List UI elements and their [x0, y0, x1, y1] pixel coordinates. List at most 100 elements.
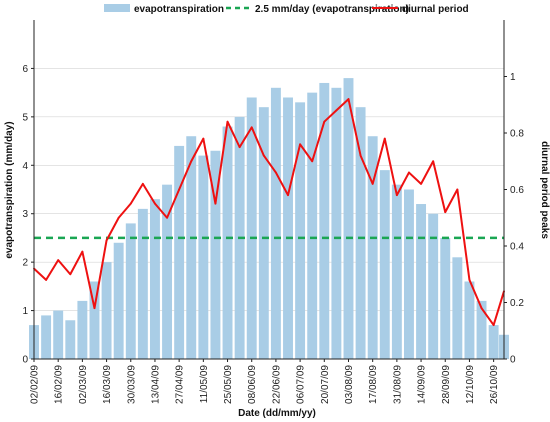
- bar: [101, 262, 112, 359]
- x-tick-label: 12/10/09: [465, 365, 476, 404]
- bar: [476, 300, 487, 359]
- x-tick-label: 26/10/09: [489, 365, 500, 404]
- bar: [428, 213, 439, 359]
- y-left-tick-label: 1: [22, 306, 28, 317]
- series-point: [432, 160, 435, 163]
- grid-layer: [34, 68, 504, 311]
- x-tick-label: 20/07/09: [320, 365, 331, 404]
- bar: [89, 281, 100, 359]
- bar: [404, 189, 414, 359]
- series-point: [105, 239, 108, 242]
- series-point: [383, 137, 386, 140]
- x-tick-label: 02/03/09: [78, 365, 89, 404]
- y-left-tick-label: 5: [22, 112, 28, 123]
- series-point: [262, 154, 265, 157]
- x-tick-label: 02/02/09: [30, 365, 41, 404]
- series-point: [287, 194, 289, 197]
- series-point: [420, 182, 422, 185]
- bar: [174, 145, 185, 359]
- bar: [246, 97, 257, 360]
- series-line: [33, 98, 505, 327]
- legend-swatch-evapotranspiration: [104, 4, 130, 12]
- bar: [137, 208, 148, 359]
- line-layer: [33, 98, 505, 327]
- x-tick-label: 16/02/09: [54, 365, 65, 404]
- x-tick-label: 17/08/09: [368, 365, 379, 404]
- series-point: [275, 171, 277, 174]
- series-point: [178, 188, 181, 191]
- series-point: [492, 324, 495, 326]
- series-point: [57, 259, 60, 262]
- x-tick-label: 03/08/09: [344, 365, 355, 404]
- bar: [53, 310, 64, 359]
- series-point: [81, 250, 84, 253]
- bar: [416, 204, 427, 359]
- series-point: [226, 120, 229, 123]
- legend-label-diurnal-period: diurnal period: [402, 4, 469, 15]
- y-axis-right-title: diurnal period peaks: [539, 141, 550, 239]
- y-right-tick-label: 0: [510, 355, 516, 366]
- x-tick-label: 06/07/09: [296, 365, 307, 404]
- y-left-tick-label: 6: [22, 64, 28, 75]
- x-tick-label: 31/08/09: [392, 365, 403, 404]
- bar: [464, 281, 475, 359]
- bar: [331, 87, 342, 360]
- y-axis-left-title: evapotranspiration (mm/day): [4, 121, 15, 258]
- y-right-tick-label: 0.6: [510, 185, 524, 196]
- y-left-tick-label: 3: [22, 209, 28, 220]
- series-point: [166, 216, 168, 219]
- bar: [162, 184, 173, 359]
- bar: [307, 92, 318, 359]
- bar: [440, 237, 451, 359]
- series-point: [238, 146, 241, 149]
- x-tick-label: 11/05/09: [199, 365, 210, 404]
- series-point: [299, 143, 301, 146]
- bar: [77, 300, 88, 359]
- x-tick-label: 30/03/09: [126, 365, 137, 404]
- series-point: [190, 160, 193, 163]
- bar: [113, 242, 124, 359]
- bar: [391, 184, 402, 359]
- series-point: [323, 120, 326, 123]
- bar: [367, 136, 378, 359]
- bar: [210, 150, 221, 359]
- bar: [186, 136, 197, 359]
- bar: [319, 82, 330, 360]
- bar: [488, 325, 499, 359]
- bar: [343, 78, 354, 360]
- x-tick-label: 25/05/09: [223, 365, 234, 404]
- bar: [295, 102, 306, 359]
- series-point: [69, 273, 72, 276]
- bar: [198, 155, 209, 359]
- y-left-tick-label: 0: [22, 355, 28, 366]
- series-point: [214, 202, 217, 205]
- series-point: [45, 279, 47, 281]
- bar: [150, 199, 160, 359]
- x-tick-label: 28/09/09: [441, 365, 452, 404]
- bar: [355, 107, 366, 359]
- bar: [283, 97, 293, 360]
- series-point: [347, 98, 350, 100]
- x-tick-label: 16/03/09: [102, 365, 113, 404]
- series-point: [93, 307, 96, 310]
- legend-label-evapotranspiration: evapotranspiration: [134, 4, 224, 15]
- bars-layer: [29, 78, 509, 360]
- bar: [41, 315, 52, 359]
- x-tick-label: 27/04/09: [175, 365, 186, 404]
- y-right-tick-label: 0.4: [510, 242, 524, 253]
- series-point: [359, 154, 362, 157]
- ticks-layer: 0 1 2 3 4 5 6 0 0.2 0.4 0.6 0.8 1 02/02/09 16/02/09 02/…: [22, 64, 524, 404]
- bar: [452, 257, 463, 359]
- y-left-tick-label: 4: [22, 161, 28, 172]
- x-axis-title: Date (dd/mm/yy): [238, 408, 316, 419]
- series-point: [468, 279, 471, 281]
- series-point: [335, 109, 338, 112]
- bar: [125, 223, 136, 359]
- x-tick-label: 08/06/09: [247, 365, 258, 404]
- series-point: [117, 216, 120, 219]
- series-point: [408, 171, 410, 174]
- bar: [270, 87, 281, 360]
- x-tick-label: 13/04/09: [150, 365, 161, 404]
- x-tick-label: 14/09/09: [417, 365, 428, 404]
